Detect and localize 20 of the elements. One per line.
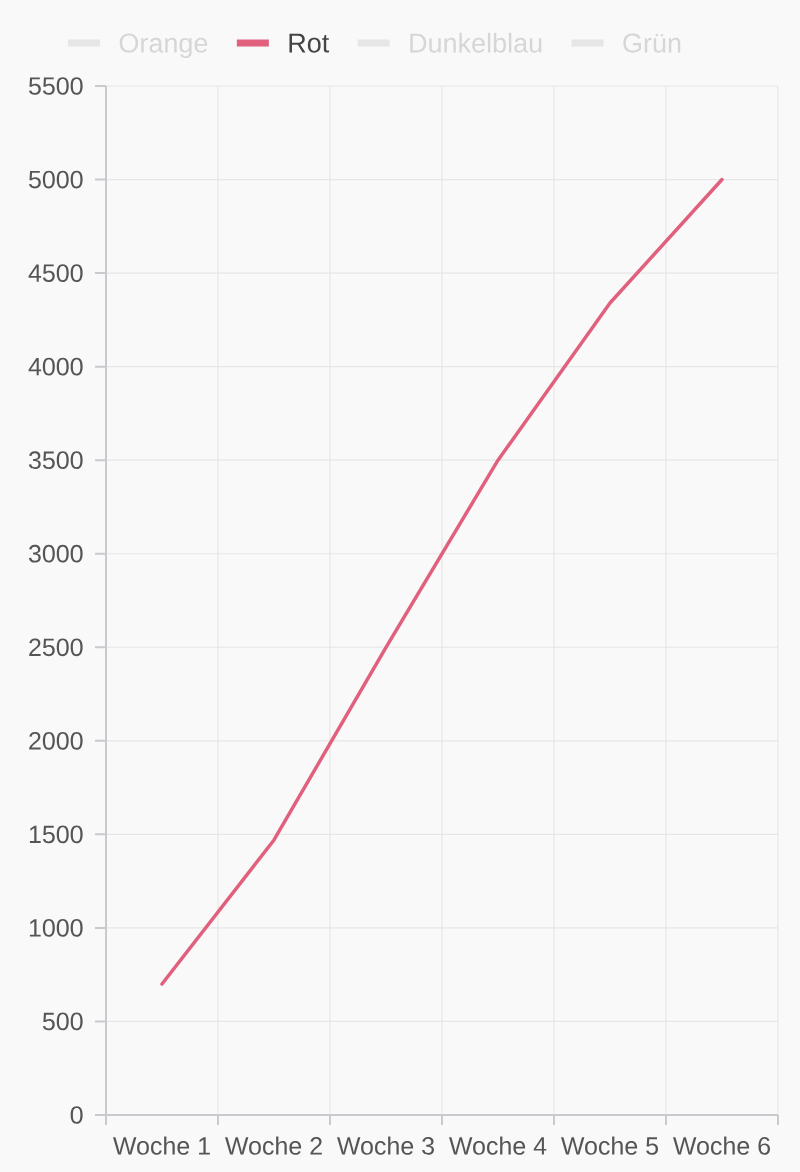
y-tick-label: 0 xyxy=(70,1106,83,1124)
y-tick-label: 2500 xyxy=(29,638,83,657)
x-tick-label: Woche 4 xyxy=(449,1136,547,1155)
y-tick-label: 1500 xyxy=(29,825,83,844)
y-tick-label: 1000 xyxy=(29,919,83,937)
y-tick-label: 500 xyxy=(42,1012,83,1031)
x-tick-label: Woche 5 xyxy=(561,1136,659,1155)
y-tick-label: 3000 xyxy=(28,544,83,563)
y-tick-label: 2000 xyxy=(29,731,83,750)
y-tick-label: 3500 xyxy=(28,451,83,470)
y-tick-label: 4500 xyxy=(28,264,83,282)
x-tick-label: Woche 6 xyxy=(673,1136,770,1155)
legend-label: Rot xyxy=(289,33,330,53)
x-tick-label: Woche 2 xyxy=(225,1136,322,1155)
line-series xyxy=(160,177,724,986)
y-tick-label: 4000 xyxy=(28,357,83,376)
y-tick-label: 5500 xyxy=(28,77,83,95)
y-tick-label: 5000 xyxy=(28,170,83,189)
x-tick-label: Woche 1 xyxy=(113,1136,210,1155)
x-tick-label: Woche 3 xyxy=(337,1136,434,1155)
